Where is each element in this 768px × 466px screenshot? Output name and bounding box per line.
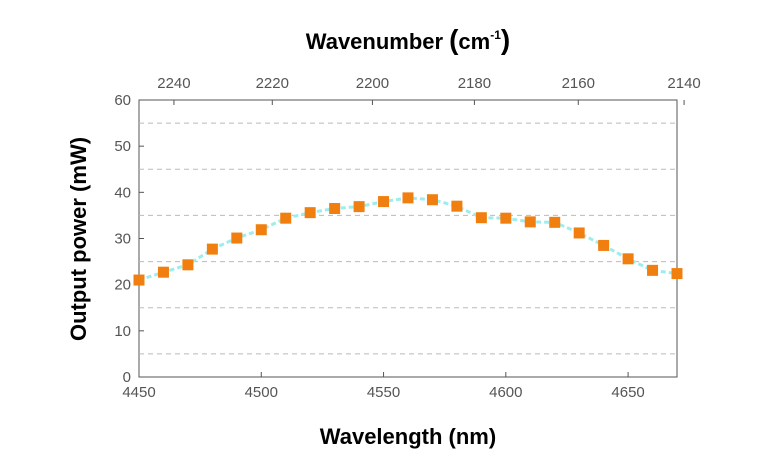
data-point-4470 — [182, 259, 194, 271]
data-point-4460 — [157, 266, 169, 278]
x-tick-label-4600: 4600 — [489, 384, 522, 401]
y-tick-label-0: 0 — [123, 369, 131, 386]
data-point-4450 — [133, 274, 145, 286]
data-point-4620 — [549, 216, 561, 228]
data-point-4590 — [475, 212, 487, 224]
y-tick-label-40: 40 — [114, 184, 131, 201]
top-axis-title: Wavenumber (cm-1) — [306, 24, 510, 55]
data-point-4490 — [231, 232, 243, 244]
top-axis-title-exp: -1 — [490, 28, 501, 42]
top-tick-label-2200: 2200 — [356, 75, 389, 92]
y-tick-label-20: 20 — [114, 277, 131, 294]
y-tick-label-50: 50 — [114, 138, 131, 155]
data-point-4630 — [573, 227, 585, 239]
data-point-4500 — [255, 224, 267, 236]
data-point-4580 — [451, 200, 463, 212]
data-point-4640 — [598, 239, 610, 251]
data-point-4610 — [524, 216, 536, 228]
data-point-4650 — [622, 253, 634, 265]
data-markers — [133, 192, 683, 286]
y-tick-label-30: 30 — [114, 231, 131, 248]
data-point-4480 — [206, 243, 218, 255]
data-point-4570 — [426, 194, 438, 206]
data-point-4510 — [280, 212, 292, 224]
x-tick-label-4650: 4650 — [611, 384, 644, 401]
top-tick-label-2160: 2160 — [562, 75, 595, 92]
x-tick-label-4500: 4500 — [245, 384, 278, 401]
y-tick-label-60: 60 — [114, 92, 131, 109]
x-axis-title: Wavelength (nm) — [320, 424, 496, 449]
data-point-4670 — [671, 268, 683, 280]
plot-frame — [138, 99, 678, 378]
top-axis-title-unit: cm — [458, 29, 490, 54]
data-point-4660 — [647, 264, 659, 276]
y-tick-label-10: 10 — [114, 323, 131, 340]
top-tick-label-2220: 2220 — [256, 75, 289, 92]
data-point-4560 — [402, 192, 414, 204]
data-point-4530 — [329, 202, 341, 214]
series-line-group — [138, 196, 678, 282]
series-line — [138, 196, 678, 282]
grid-lines — [139, 122, 677, 355]
data-point-4540 — [353, 201, 365, 213]
data-point-4520 — [304, 207, 316, 219]
top-axis-title-main: Wavenumber — [306, 29, 444, 54]
top-tick-label-2240: 2240 — [157, 75, 190, 92]
data-point-4600 — [500, 212, 512, 224]
x-tick-label-4550: 4550 — [367, 384, 400, 401]
top-tick-label-2180: 2180 — [458, 75, 491, 92]
axis-ticks: 4450 4500 4550 4600 4650 0 10 20 30 40 50 60 2240 222… — [114, 75, 700, 401]
top-tick-label-2140: 2140 — [667, 75, 700, 92]
x-tick-label-4450: 4450 — [122, 384, 155, 401]
y-axis-title: Output power (mW) — [66, 137, 91, 341]
data-point-4550 — [378, 196, 390, 208]
